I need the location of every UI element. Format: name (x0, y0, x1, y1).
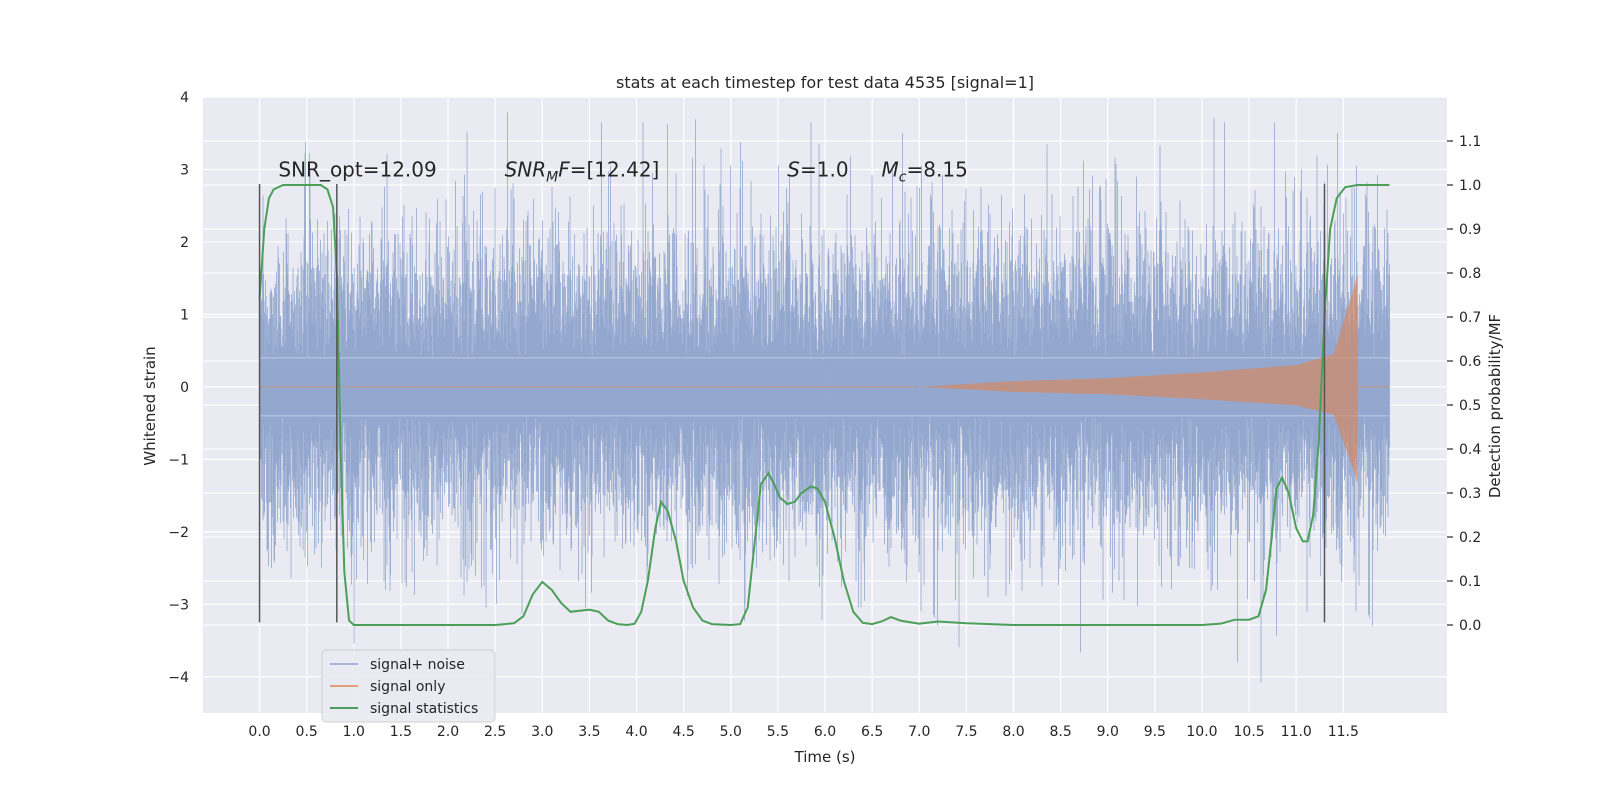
y2-tick-label: 0.9 (1459, 222, 1481, 238)
x-tick-label: 0.0 (248, 724, 270, 740)
y2-tick-label: 0.7 (1459, 310, 1481, 326)
y-tick-label: 2 (180, 235, 189, 251)
x-tick-label: 8.0 (1002, 724, 1024, 740)
x-tick-label: 3.5 (578, 724, 600, 740)
signal-statistics-series (258, 184, 1390, 627)
vertical-markers (258, 183, 1326, 623)
legend-label: signal only (370, 679, 445, 695)
x-tick-label: 11.0 (1281, 724, 1312, 740)
x-tick-label: 2.0 (437, 724, 459, 740)
legend: signal+ noise signal only signal statistic… (321, 649, 496, 723)
x-axis-label: Time (s) (794, 748, 856, 766)
x-tick-label: 5.0 (720, 724, 742, 740)
y2-tick-label: 0.8 (1459, 266, 1481, 282)
chart-title: stats at each timestep for test data 453… (616, 73, 1034, 92)
x-tick-label: 9.0 (1097, 724, 1119, 740)
x-tick-label: 9.5 (1144, 724, 1166, 740)
y2-axis-label: Detection probability/MF (1486, 314, 1504, 498)
x-tick-label: 8.5 (1049, 724, 1071, 740)
x-tick-label: 6.5 (861, 724, 883, 740)
x-tick-label: 1.0 (343, 724, 365, 740)
x-tick-label: 3.0 (531, 724, 553, 740)
annotations: SNR_opt=12.09 SNRMF=[12.42] S=1.0 Mc=8.15 (278, 158, 967, 186)
axes: 0.0 0.5 1.0 1.5 2.0 2.5 3.0 3.5 4.0 4.5 5.0 5.5 6.0 6… (168, 90, 1481, 740)
y-tick-label: −4 (168, 670, 189, 686)
x-tick-label: 5.5 (767, 724, 789, 740)
x-tick-label: 11.5 (1328, 724, 1359, 740)
y2-tick-label: 0.6 (1459, 354, 1481, 370)
legend-label: signal+ noise (370, 657, 465, 673)
y-axis-label: Whitened strain (141, 346, 159, 465)
y2-tick-label: 0.3 (1459, 486, 1481, 502)
x-tick-label: 4.0 (625, 724, 647, 740)
y-tick-label: −2 (168, 525, 189, 541)
legend-box (321, 649, 496, 723)
y2-tick-label: 0.2 (1459, 530, 1481, 546)
y-tick-label: 4 (180, 90, 189, 106)
y2-tick-label: 0.0 (1459, 618, 1481, 634)
x-tick-label: 10.0 (1186, 724, 1217, 740)
y2-tick-label: 1.0 (1459, 178, 1481, 194)
x-tick-label: 2.5 (484, 724, 506, 740)
annotation-text: SNR_opt=12.09 (278, 158, 436, 182)
y-tick-label: 3 (180, 162, 189, 178)
signal-only-series (259, 275, 1390, 482)
y-tick-label: 0 (180, 380, 189, 396)
y2-tick-label: 0.1 (1459, 574, 1481, 590)
y2-tick-label: 0.5 (1459, 398, 1481, 414)
x-tick-label: 7.5 (955, 724, 977, 740)
x-tick-label: 1.5 (390, 724, 412, 740)
y-tick-label: 1 (180, 307, 189, 323)
y-tick-label: −3 (168, 597, 189, 613)
y-tick-label: −1 (168, 452, 189, 468)
annotation-text: Mc=8.15 (882, 158, 968, 186)
annotation-text: SNRMF=[12.42] (505, 158, 660, 186)
legend-label: signal statistics (370, 701, 478, 717)
y2-tick-label: 1.1 (1459, 134, 1481, 150)
plot-series (258, 112, 1390, 683)
x-tick-label: 4.5 (673, 724, 695, 740)
x-tick-label: 6.0 (814, 724, 836, 740)
x-tick-label: 7.0 (908, 724, 930, 740)
x-tick-label: 0.5 (296, 724, 318, 740)
annotation-text: S=1.0 (787, 158, 848, 182)
x-tick-label: 10.5 (1234, 724, 1265, 740)
y2-tick-label: 0.4 (1459, 442, 1481, 458)
